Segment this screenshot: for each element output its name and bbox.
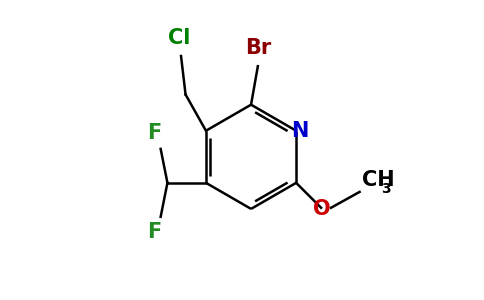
Text: F: F [147, 222, 161, 242]
Text: CH: CH [362, 169, 394, 190]
Text: 3: 3 [381, 182, 391, 197]
Text: F: F [147, 123, 161, 143]
Text: Cl: Cl [167, 28, 190, 48]
Text: O: O [313, 199, 331, 219]
Text: Br: Br [245, 38, 271, 58]
Text: N: N [291, 121, 308, 141]
